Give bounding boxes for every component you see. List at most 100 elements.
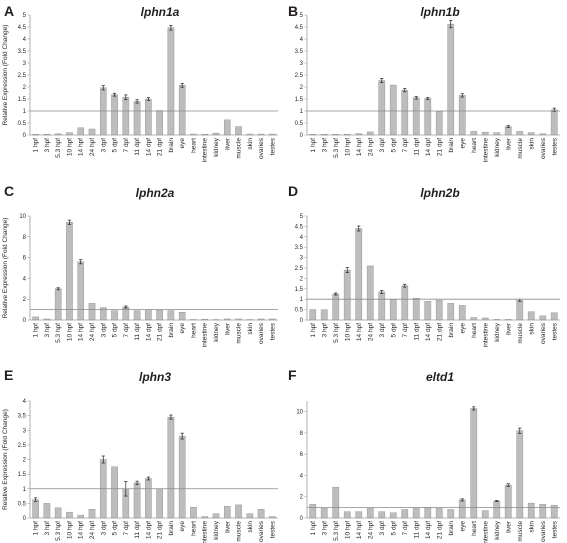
category-label: 1 hpf [33, 521, 40, 536]
bar-kidney [212, 513, 220, 519]
y-tick-label: 1 [23, 109, 27, 115]
category-label: testes [269, 322, 276, 340]
category-label: brain [168, 521, 175, 536]
category-label: 3 hpf [321, 323, 328, 338]
bar-7-dpf [122, 97, 130, 136]
category-label: 14 hpf [78, 323, 85, 341]
category-label: 14 dpf [425, 521, 432, 539]
category-label: ovaries [258, 137, 265, 159]
bar-7-dpf [401, 285, 409, 321]
bar-14-hpf [77, 261, 85, 321]
bar-24-hpf [366, 265, 374, 321]
bar-brain [167, 310, 175, 321]
bar-heart [470, 408, 478, 519]
bar-5-dpf [389, 299, 397, 321]
y-tick-label: 3 [300, 256, 304, 262]
category-label: 24 hpf [89, 323, 96, 341]
category-label: liver [224, 137, 231, 150]
bar-21-dpf [435, 111, 443, 136]
y-tick-label: 0 [300, 133, 304, 139]
category-label: 21 dpf [436, 521, 443, 539]
category-label: kidney [494, 520, 501, 540]
category-label: intestine [482, 521, 489, 543]
category-label: 14 hpf [356, 323, 363, 341]
y-tick-label: 4.5 [295, 224, 304, 230]
category-label: 1 hpf [310, 323, 317, 338]
category-label: liver [505, 322, 512, 335]
bar-3-dpf [378, 291, 386, 321]
category-label: eye [459, 138, 466, 149]
bar-11-dpf [133, 482, 141, 519]
category-label: 10 hpf [66, 138, 73, 156]
bar-11-dpf [133, 101, 141, 136]
bar-ovaries [257, 509, 265, 519]
y-tick-label: 0 [23, 318, 27, 324]
bar-eye [178, 85, 186, 136]
category-label: 1 hpf [33, 323, 40, 338]
bar-14-hpf [77, 514, 85, 519]
category-label: liver [505, 520, 512, 533]
category-label: 24 hpf [367, 521, 374, 539]
category-label: kidney [494, 137, 501, 157]
category-label: 21 dpf [157, 323, 164, 341]
bar-24-hpf [88, 128, 96, 136]
y-tick-label: 10 [19, 214, 26, 220]
category-label: muscle [236, 138, 243, 159]
bar-eye [178, 435, 186, 519]
bar-14-hpf [355, 228, 363, 321]
bar-brain [167, 416, 175, 519]
category-label: ovaries [258, 520, 265, 542]
bar-14-dpf [424, 98, 432, 136]
bar-liver [504, 484, 512, 519]
category-label: muscle [517, 521, 524, 542]
category-label: skin [247, 138, 254, 150]
bar-heart [470, 131, 478, 136]
category-label: skin [528, 521, 535, 533]
category-label: 3 dpf [100, 138, 107, 153]
category-label: 21 dpf [436, 138, 443, 156]
category-label: 3 hpf [44, 138, 51, 153]
category-label: 5 dpf [390, 323, 397, 338]
category-label: testes [551, 137, 558, 155]
category-label: 14 dpf [425, 323, 432, 341]
y-tick-label: 2.5 [295, 266, 304, 272]
category-label: 3 dpf [379, 323, 386, 338]
y-tick-label: 3 [23, 428, 27, 434]
y-tick-label: 4 [23, 276, 27, 282]
bar-brain [447, 23, 455, 136]
category-label: brain [168, 138, 175, 153]
bar-5-3-hpf [54, 288, 62, 321]
category-label: 21 dpf [157, 138, 164, 156]
category-label: intestine [482, 138, 489, 163]
category-label: eye [179, 521, 186, 532]
category-label: heart [471, 138, 478, 153]
bar-11-dpf [412, 297, 420, 321]
bar-muscle [235, 126, 242, 136]
category-label: 5.3 hpf [55, 323, 62, 343]
bar-liver [223, 119, 231, 136]
category-label: ovaries [540, 322, 547, 344]
category-label: 3 dpf [379, 138, 386, 153]
category-label: heart [471, 521, 478, 536]
category-label: kidney [213, 520, 220, 540]
panel-title: lphn3 [139, 370, 171, 384]
bar-11-dpf [133, 310, 141, 321]
bar-24-hpf [88, 303, 96, 321]
category-label: 3 dpf [379, 521, 386, 536]
y-tick-label: 4.5 [295, 25, 304, 31]
bar-14-dpf [145, 98, 152, 136]
bar-intestine [481, 510, 489, 519]
y-tick-label: 0.5 [295, 121, 304, 127]
y-tick-label: 2 [23, 458, 27, 464]
bar-eye [458, 305, 466, 321]
y-tick-label: 2.5 [18, 443, 27, 449]
bar-10-hpf [66, 222, 73, 321]
y-tick-label: 2.5 [18, 73, 27, 79]
bar-5-3-hpf [332, 293, 340, 321]
bar-7-dpf [401, 89, 409, 136]
y-tick-label: 4 [300, 235, 304, 241]
bar-heart [190, 506, 197, 519]
